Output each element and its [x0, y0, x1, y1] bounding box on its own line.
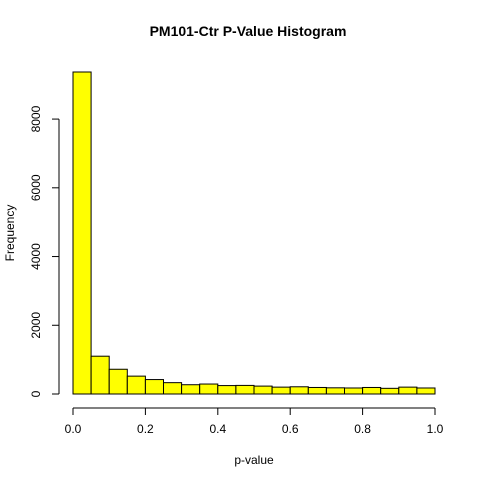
- x-tick-label: 0.8: [354, 422, 371, 436]
- y-tick-label: 8000: [29, 105, 43, 132]
- histogram-bar-17: [380, 387, 400, 395]
- histogram-bar-13: [307, 386, 327, 395]
- x-tick-label: 0.2: [137, 422, 154, 436]
- x-tick-label: 1.0: [427, 422, 444, 436]
- y-tick-label: 6000: [29, 174, 43, 201]
- histogram-bar-11: [271, 386, 291, 395]
- histogram-bar-7: [199, 383, 219, 395]
- x-axis: 0.0 0.2 0.4 0.6 0.8 1.0: [65, 407, 444, 436]
- x-tick-label: 0.0: [65, 422, 82, 436]
- histogram-bar-6: [181, 384, 201, 395]
- x-axis-label: p-value: [234, 453, 274, 467]
- histogram-bar-3: [126, 375, 146, 395]
- histogram-bar-16: [362, 386, 382, 395]
- y-axis-label: Frequency: [3, 205, 17, 262]
- histogram-bar-15: [344, 387, 364, 395]
- y-tick-label: 2000: [29, 312, 43, 339]
- histogram-bar-9: [235, 384, 255, 395]
- y-axis: 0 2000 4000 6000 8000: [29, 105, 60, 397]
- histogram-bar-10: [253, 385, 273, 395]
- y-tick-label: 0: [29, 390, 43, 397]
- histogram-bar-5: [163, 382, 183, 395]
- bars-group: [72, 71, 436, 395]
- histogram-bar-1: [90, 355, 110, 395]
- histogram-bar-8: [217, 385, 237, 395]
- histogram-bar-0: [72, 71, 92, 395]
- y-tick-label: 4000: [29, 243, 43, 270]
- histogram-bar-12: [289, 386, 309, 395]
- histogram-bar-14: [325, 387, 345, 395]
- histogram-bar-2: [108, 368, 128, 395]
- histogram-bar-4: [144, 379, 164, 395]
- histogram-bar-19: [416, 387, 436, 395]
- x-tick-label: 0.4: [209, 422, 226, 436]
- chart-title: PM101-Ctr P-Value Histogram: [150, 23, 347, 39]
- x-tick-label: 0.6: [282, 422, 299, 436]
- histogram-bar-18: [398, 386, 418, 395]
